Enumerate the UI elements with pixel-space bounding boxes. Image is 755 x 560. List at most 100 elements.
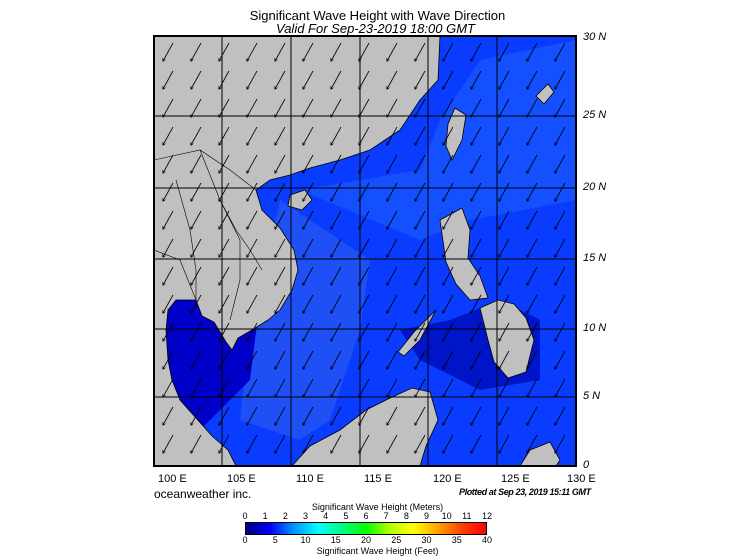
wave-arrow (331, 154, 342, 173)
wave-arrow (415, 70, 426, 89)
wave-arrow (191, 406, 202, 425)
wave-arrow (247, 378, 258, 397)
wave-arrow (359, 70, 370, 89)
lon-label-105e: 105 E (227, 473, 256, 485)
feet-tick-label: 25 (391, 535, 402, 545)
wave-arrow (219, 42, 230, 61)
wave-arrow (303, 434, 314, 453)
wave-arrow (499, 182, 510, 201)
wave-arrow (275, 378, 286, 397)
wave-arrow (499, 98, 510, 117)
wave-arrow (247, 294, 258, 313)
wave-arrow (499, 350, 510, 369)
wave-arrow (163, 350, 174, 369)
wave-arrow (387, 126, 398, 145)
wave-arrow (359, 98, 370, 117)
lat-label-30n: 30 N (583, 31, 607, 43)
wave-arrow (443, 70, 454, 89)
palawan-land (397, 309, 437, 357)
wave-arrow (163, 266, 174, 285)
borneo-land (291, 387, 439, 466)
wave-arrow (555, 210, 566, 229)
wave-arrow (555, 154, 566, 173)
wave-arrow (387, 210, 398, 229)
wave-arrow (499, 238, 510, 257)
wave-arrow (555, 238, 566, 257)
wave-arrow (219, 434, 230, 453)
wave-arrow (499, 70, 510, 89)
wave-arrow (275, 294, 286, 313)
meters-tick-label: 1 (262, 511, 268, 521)
wave-arrow (527, 238, 538, 257)
wave-arrow (527, 42, 538, 61)
wave-arrow (219, 266, 230, 285)
wave-arrow (443, 126, 454, 145)
wave-arrow (275, 210, 286, 229)
wave-arrow (331, 42, 342, 61)
wave-arrow (443, 322, 454, 341)
wave-arrow (555, 98, 566, 117)
wave-arrow (191, 98, 202, 117)
wave-arrow (443, 182, 454, 201)
wave-arrow (527, 350, 538, 369)
wave-arrow (527, 406, 538, 425)
wave-arrow (191, 294, 202, 313)
wave-arrow (303, 294, 314, 313)
wave-arrow (415, 98, 426, 117)
wave-arrow (443, 238, 454, 257)
wave-arrow (219, 98, 230, 117)
wave-arrow (499, 126, 510, 145)
mindanao-visayas-land (479, 299, 535, 379)
wave-arrow (331, 238, 342, 257)
wave-arrow (275, 434, 286, 453)
wave-arrow (499, 434, 510, 453)
wave-arrow (247, 154, 258, 173)
wave-arrow (443, 154, 454, 173)
wave-arrow (219, 238, 230, 257)
wave-arrow (471, 434, 482, 453)
lon-label-125e: 125 E (501, 473, 530, 485)
wave-arrow (275, 266, 286, 285)
wave-arrow (191, 182, 202, 201)
wave-arrow (359, 210, 370, 229)
colorbar-meters-title: Significant Wave Height (Meters) (311, 502, 444, 512)
wave-arrow (275, 350, 286, 369)
wave-arrow (303, 322, 314, 341)
wave-arrow (303, 126, 314, 145)
wave-arrow (303, 154, 314, 173)
wave-arrow (303, 42, 314, 61)
feet-tick-label: 40 (481, 535, 493, 545)
plotted-timestamp: Plotted at Sep 23, 2019 15:11 GMT (459, 487, 591, 497)
wave-arrow (163, 126, 174, 145)
wave-arrow (471, 406, 482, 425)
wave-arrow (247, 98, 258, 117)
wave-arrow (331, 322, 342, 341)
wave-arrow (191, 322, 202, 341)
wave-arrow (527, 126, 538, 145)
wave-arrow (387, 350, 398, 369)
wave-arrow (275, 42, 286, 61)
wave-arrow (527, 434, 538, 453)
wave-arrow (275, 70, 286, 89)
wave-arrow (415, 42, 426, 61)
wave-arrow (331, 350, 342, 369)
wave-arrow (331, 434, 342, 453)
wave-arrow (555, 406, 566, 425)
meters-tick-label: 0 (242, 511, 248, 521)
wave-arrow (303, 406, 314, 425)
wave-arrow (163, 238, 174, 257)
wave-arrow (387, 266, 398, 285)
wave-arrow (163, 98, 174, 117)
meters-tick-label: 7 (383, 511, 389, 521)
wave-arrow (275, 238, 286, 257)
wave-arrow (191, 378, 202, 397)
colorbar (245, 522, 487, 535)
wave-arrow (219, 378, 230, 397)
wave-arrow (527, 294, 538, 313)
wave-arrow (247, 70, 258, 89)
wave-arrow (247, 322, 258, 341)
wave-arrow (247, 406, 258, 425)
wave-arrow (443, 98, 454, 117)
wave-arrow (359, 322, 370, 341)
